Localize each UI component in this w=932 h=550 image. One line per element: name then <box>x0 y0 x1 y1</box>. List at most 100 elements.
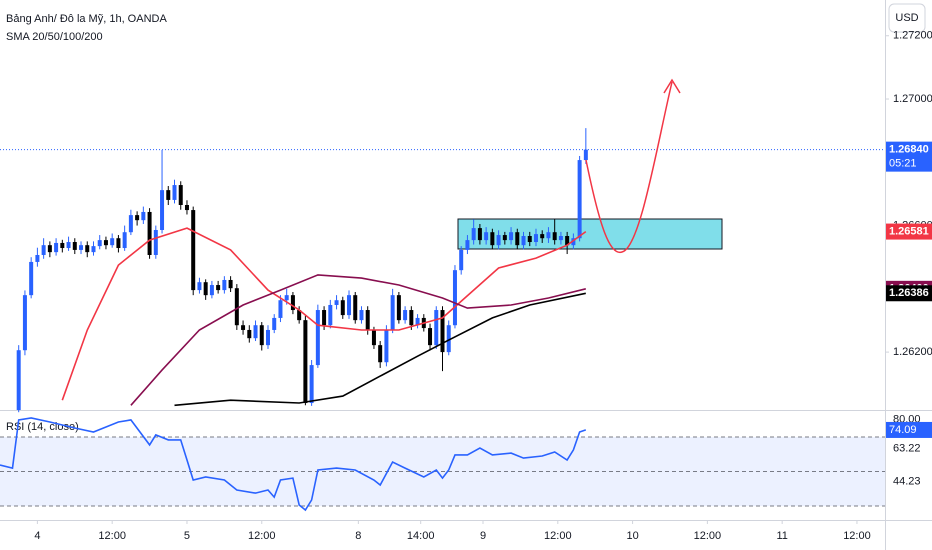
range-box <box>457 218 723 250</box>
candle-body <box>66 242 71 249</box>
candle-body <box>571 238 576 246</box>
rsi-value-label: 74.09 <box>889 424 917 436</box>
x-tick-label: 12:00 <box>248 530 276 542</box>
x-tick-label: 4 <box>34 530 40 542</box>
candle-body <box>116 238 121 249</box>
candle-body <box>103 240 108 246</box>
candle-body <box>128 215 133 233</box>
candle-body <box>496 235 501 246</box>
candle-body <box>533 234 538 243</box>
candle-body <box>515 232 520 246</box>
sma-price-label: 1.26581 <box>889 225 929 237</box>
candle-body <box>147 211 152 255</box>
indicator-label: SMA 20/50/100/200 <box>6 31 103 43</box>
candle-body <box>558 236 563 241</box>
candle-body <box>141 211 146 221</box>
candle-body <box>85 245 90 253</box>
candle-body <box>315 310 320 366</box>
candle-body <box>216 285 221 291</box>
candle-body <box>465 240 470 250</box>
candle-body <box>521 236 526 246</box>
candle-body <box>340 300 345 316</box>
currency-label[interactable]: USD <box>895 12 918 24</box>
candle-body <box>384 329 389 363</box>
x-tick-label: 14:00 <box>407 530 435 542</box>
candle-body <box>290 295 295 311</box>
candle-body <box>403 310 408 321</box>
candle-body <box>60 242 65 249</box>
candle-body <box>122 232 127 249</box>
candle-body <box>583 149 588 161</box>
last-price-label: 1.26840 <box>889 144 929 156</box>
candle-body <box>41 245 46 255</box>
candle-body <box>409 310 414 326</box>
candle-body <box>203 282 208 296</box>
candle-body <box>502 235 507 241</box>
candle-body <box>446 325 451 353</box>
price-pane <box>0 128 885 413</box>
x-tick-label: 5 <box>184 530 190 542</box>
candle-body <box>79 245 84 250</box>
sma-line <box>61 227 587 401</box>
x-tick-label: 11 <box>776 530 787 542</box>
candle-body <box>459 249 464 271</box>
rsi-line <box>0 417 587 512</box>
chart-title: Bảng Anh/ Đô la Mỹ, 1h, OANDA <box>6 13 167 25</box>
candle-body <box>228 279 233 289</box>
candle-body <box>347 295 352 316</box>
candle-body <box>297 310 302 321</box>
candle-body <box>577 160 582 239</box>
candle-body <box>178 185 183 205</box>
sma-price-label: 1.26386 <box>889 287 929 299</box>
candle-body <box>322 310 327 326</box>
candle-body <box>278 300 283 318</box>
y-tick-label: 1.27200 <box>893 30 932 42</box>
candle-body <box>16 350 21 410</box>
sma-price-box <box>886 285 932 302</box>
currency-button[interactable] <box>888 3 926 33</box>
y-tick-label: 1.26200 <box>893 346 932 358</box>
rsi-side-label: 63.22 <box>893 443 921 455</box>
x-tick-label: 12:00 <box>694 530 722 542</box>
candle-body <box>309 365 314 404</box>
candle-body <box>415 317 420 326</box>
candle-body <box>29 261 34 296</box>
candle-body <box>222 279 227 291</box>
candle-body <box>160 190 165 230</box>
candle-body <box>359 310 364 321</box>
candle-body <box>390 295 395 330</box>
rsi-side-label: 44.23 <box>893 475 921 487</box>
arrow-head <box>663 78 681 94</box>
candle-body <box>371 329 376 346</box>
candle-body <box>484 232 489 241</box>
candle-body <box>241 325 246 330</box>
candle-body <box>552 232 557 241</box>
candle-body <box>434 310 439 346</box>
x-tick-label: 12:00 <box>544 530 572 542</box>
candle-body <box>35 254 40 262</box>
candle-body <box>259 325 264 346</box>
candle-body <box>471 228 476 241</box>
rsi-value-box <box>886 421 932 438</box>
candle-body <box>428 328 433 346</box>
candle-body <box>540 234 545 239</box>
candle-body <box>565 236 570 246</box>
candle-body <box>166 190 171 200</box>
candle-body <box>47 245 52 253</box>
countdown-label: 05:21 <box>889 158 917 170</box>
candle-body <box>527 236 532 243</box>
candle-body <box>22 295 27 351</box>
candle-body <box>209 285 214 296</box>
candle-body <box>110 238 115 246</box>
x-tick-label: 10 <box>626 530 638 542</box>
x-tick-label: 12:00 <box>843 530 871 542</box>
candle-body <box>303 320 308 404</box>
candle-body <box>91 246 96 253</box>
candle-body <box>378 345 383 363</box>
x-tick-label: 9 <box>480 530 486 542</box>
candle-body <box>546 232 551 239</box>
candle-body <box>396 295 401 321</box>
candle-body <box>328 304 333 326</box>
forecast-arrow <box>585 81 673 254</box>
